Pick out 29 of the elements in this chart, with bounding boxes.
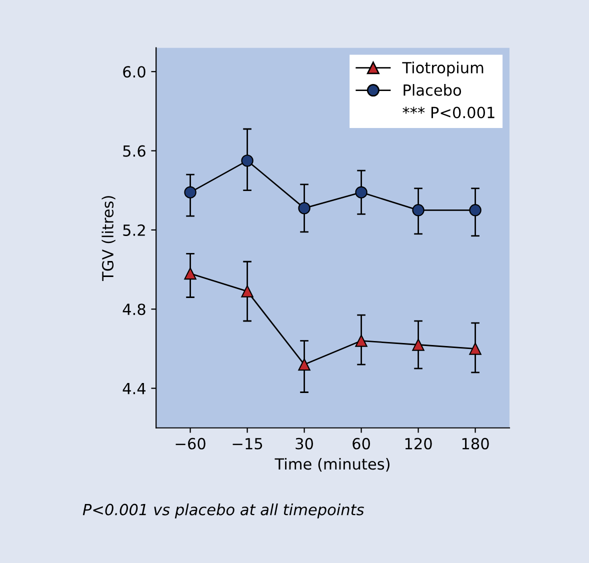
y-axis-title: TGV (litres) [102, 196, 116, 281]
point [298, 202, 310, 214]
x-tick-label: 180 [462, 438, 489, 450]
y-tick-label: 6.0 [123, 66, 146, 78]
point [469, 204, 482, 216]
point [184, 267, 196, 280]
y-tick-label: 4.4 [122, 382, 146, 394]
point [355, 186, 368, 198]
point [412, 338, 424, 351]
y-tick-label: 4.8 [122, 304, 146, 316]
x-tick-label: −15 [232, 438, 262, 450]
annotation: *** P<0.001 [402, 106, 494, 118]
y-tick-label: 5.2 [123, 224, 145, 236]
point [184, 186, 196, 198]
y-tick-label: 5.6 [123, 145, 146, 157]
legend-label: Placebo [404, 84, 462, 96]
point [469, 342, 482, 355]
x-axis-title: Time (minutes) [274, 458, 390, 472]
x-tick-label: 30 [296, 438, 313, 450]
legend-label: Tiotropium [402, 62, 484, 76]
point [355, 334, 368, 347]
x-tick-label: 60 [352, 438, 370, 450]
x-tick-label: 120 [405, 438, 432, 450]
point [241, 285, 254, 298]
x-tick-label: −60 [176, 438, 206, 450]
point [241, 154, 254, 167]
point [298, 358, 310, 371]
text: P<0.001 vs placebo at all timepoints [82, 504, 364, 518]
point [412, 204, 424, 216]
